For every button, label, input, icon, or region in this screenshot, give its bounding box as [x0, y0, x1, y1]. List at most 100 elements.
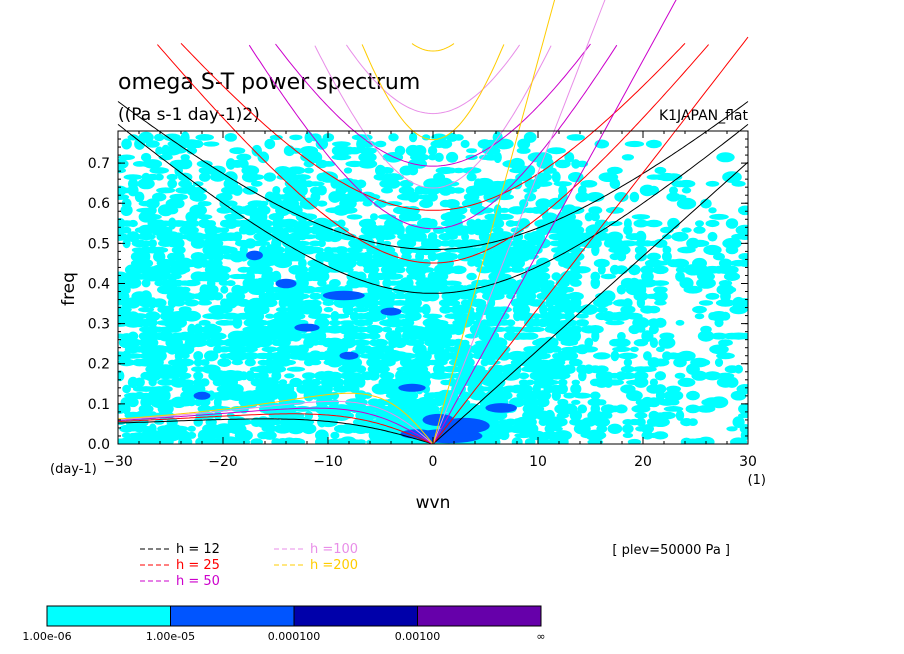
y-tick-label: 0.2	[88, 357, 110, 373]
shading-cell-low	[335, 192, 348, 202]
shading-cell-medium	[422, 413, 455, 426]
shading-cell-low	[386, 178, 401, 189]
shading-cell-low	[419, 199, 434, 209]
shading-cell-low	[651, 260, 670, 266]
shading-cell-low	[414, 339, 425, 346]
shading-cell-low	[626, 312, 643, 320]
shading-cell-low	[201, 364, 221, 374]
shading-cell-low	[450, 265, 467, 275]
shading-cell-low	[725, 218, 739, 229]
shading-cell-low	[140, 396, 152, 408]
shading-cell-medium	[400, 429, 435, 439]
dispersion-curve	[180, 42, 686, 211]
shading-cell-low	[263, 172, 276, 182]
shading-cell-low	[191, 383, 206, 395]
shading-cell-low	[293, 405, 312, 412]
shading-cell-low	[575, 319, 589, 327]
shading-cell-low	[422, 238, 443, 249]
shading-cell-low	[584, 337, 594, 348]
shading-cell-low	[154, 173, 164, 181]
shading-cell-low	[192, 181, 204, 187]
shading-cell-low	[258, 200, 269, 207]
y-tick-label: 0.1	[88, 397, 110, 413]
dispersion-curve	[432, 0, 606, 444]
shading-cell-low	[421, 304, 431, 316]
shading-cell-low	[172, 198, 185, 209]
shading-cell-low	[154, 133, 165, 142]
shading-cell-low	[127, 397, 139, 408]
shading-cell-low	[653, 238, 668, 248]
shading-cell-low	[693, 226, 706, 234]
shading-cell-low	[598, 172, 619, 183]
shading-cell-low	[394, 266, 406, 274]
shading-cell-low	[623, 358, 633, 367]
shading-cell-low	[384, 201, 403, 207]
shading-cell-low	[700, 325, 712, 334]
shading-cell-low	[427, 145, 438, 156]
shading-cell-low	[588, 206, 603, 215]
shading-cell-low	[681, 227, 692, 233]
legend-label: h = 25	[176, 558, 220, 573]
shading-cell-low	[166, 417, 178, 427]
x-tick-label: 20	[634, 454, 652, 470]
shading-cell-low	[453, 134, 464, 141]
shading-cell-medium	[322, 290, 365, 301]
shading-cell-low	[412, 145, 427, 157]
shading-cell-low	[242, 346, 258, 353]
shading-cell-low	[514, 384, 533, 394]
shading-cell-low	[258, 245, 268, 255]
dispersion-curve	[117, 400, 434, 444]
shading-cell-low	[177, 331, 193, 341]
shading-cell-low	[470, 365, 486, 374]
chart-title: omega S-T power spectrum	[118, 70, 420, 95]
shading-cell-low	[689, 239, 710, 247]
shading-cell-low	[662, 245, 672, 255]
colorbar-segment	[293, 605, 418, 627]
x-unit-label: (1)	[748, 473, 766, 488]
shading-cell-low	[567, 206, 585, 215]
shading-cell-low	[611, 311, 632, 321]
shading-cell-low	[178, 158, 193, 170]
shading-cell-low	[597, 399, 607, 406]
shading-cell-low	[286, 366, 306, 372]
shading-cell-low	[131, 313, 148, 320]
shading-cell-low	[564, 286, 574, 293]
legend-label: h =100	[310, 542, 358, 557]
shading-cell-low	[330, 431, 340, 440]
shading-cell-low	[315, 429, 329, 442]
shading-cell-low	[534, 172, 552, 182]
shading-cell-low	[253, 231, 274, 242]
shading-cell-low	[140, 152, 152, 162]
shading-cell-low	[399, 277, 414, 289]
shading-cell-low	[620, 365, 636, 373]
shading-cell-low	[551, 171, 561, 184]
shading-cell-low	[466, 219, 477, 228]
shading-cell-low	[316, 200, 328, 207]
shading-cell-low	[143, 159, 163, 169]
dispersion-curves	[117, 0, 749, 444]
shading-cell-low	[495, 231, 514, 243]
shading-cell-low	[268, 292, 284, 301]
shading-cell-low	[722, 237, 742, 249]
dispersion-curve	[117, 413, 434, 444]
shading-cell-low	[328, 319, 342, 326]
shading-cell-low	[264, 138, 276, 150]
shading-cell-low	[635, 230, 647, 243]
shading-cell-low	[203, 284, 219, 295]
shading-cell-low	[180, 154, 190, 161]
shading-cell-low	[156, 187, 176, 194]
shading-cell-low	[412, 343, 427, 356]
shading-cell-low	[571, 159, 581, 169]
shading-cell-low	[697, 330, 715, 342]
shading-cell-low	[595, 369, 608, 382]
shading-cell-low	[641, 431, 654, 440]
shading-cell-low	[404, 212, 422, 222]
shading-cell-low	[634, 245, 648, 255]
shading-cell-low	[239, 244, 248, 256]
shading-cell-low	[199, 359, 210, 366]
shading-cell-low	[212, 239, 224, 248]
shading-cell-low	[358, 152, 377, 163]
shading-cell-low	[541, 336, 559, 349]
shading-cell-low	[168, 259, 177, 268]
shading-cell-low	[183, 219, 200, 228]
